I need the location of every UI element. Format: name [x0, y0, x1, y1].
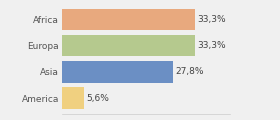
Bar	[62, 61, 173, 83]
Text: 27,8%: 27,8%	[175, 67, 204, 76]
Text: 33,3%: 33,3%	[197, 15, 226, 24]
Bar	[62, 87, 84, 109]
Text: 33,3%: 33,3%	[197, 41, 226, 50]
Bar	[62, 9, 195, 30]
Text: 5,6%: 5,6%	[87, 94, 109, 103]
Bar	[62, 35, 195, 56]
